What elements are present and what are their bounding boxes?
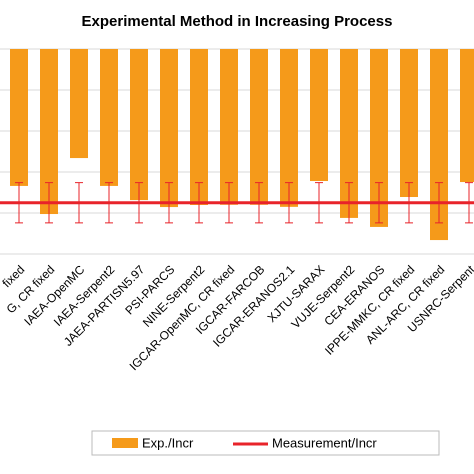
error-bar: [75, 182, 83, 224]
bar: [310, 49, 328, 182]
legend-swatch: [112, 438, 138, 448]
bar: [250, 49, 268, 205]
error-bar: [405, 182, 413, 224]
error-bar: [15, 182, 23, 224]
error-bar: [465, 182, 473, 224]
legend-label: Exp./Incr: [142, 435, 194, 450]
error-bar: [135, 182, 143, 224]
error-bar: [225, 182, 233, 224]
bar: [280, 49, 298, 207]
bar: [100, 49, 118, 186]
bar: [10, 49, 28, 186]
error-bar: [165, 182, 173, 224]
legend-label: Measurement/Incr: [272, 435, 377, 450]
bar: [430, 49, 448, 241]
bar: [340, 49, 358, 218]
bar: [40, 49, 58, 215]
bar: [70, 49, 88, 159]
error-bar: [375, 182, 383, 224]
error-bar: [315, 182, 323, 224]
bar: [460, 49, 474, 183]
error-bar: [105, 182, 113, 224]
bar: [190, 49, 208, 206]
chart-title: Experimental Method in Increasing Proces…: [82, 13, 393, 30]
bar: [130, 49, 148, 201]
error-bar: [45, 182, 53, 224]
error-bar: [255, 182, 263, 224]
bar: [400, 49, 418, 198]
error-bar: [345, 182, 353, 224]
error-bar: [195, 182, 203, 224]
bar: [220, 49, 238, 205]
error-bar: [435, 182, 443, 224]
error-bar: [285, 182, 293, 224]
legend-box: [91, 430, 440, 456]
bar: [160, 49, 178, 208]
bar: [370, 49, 388, 227]
